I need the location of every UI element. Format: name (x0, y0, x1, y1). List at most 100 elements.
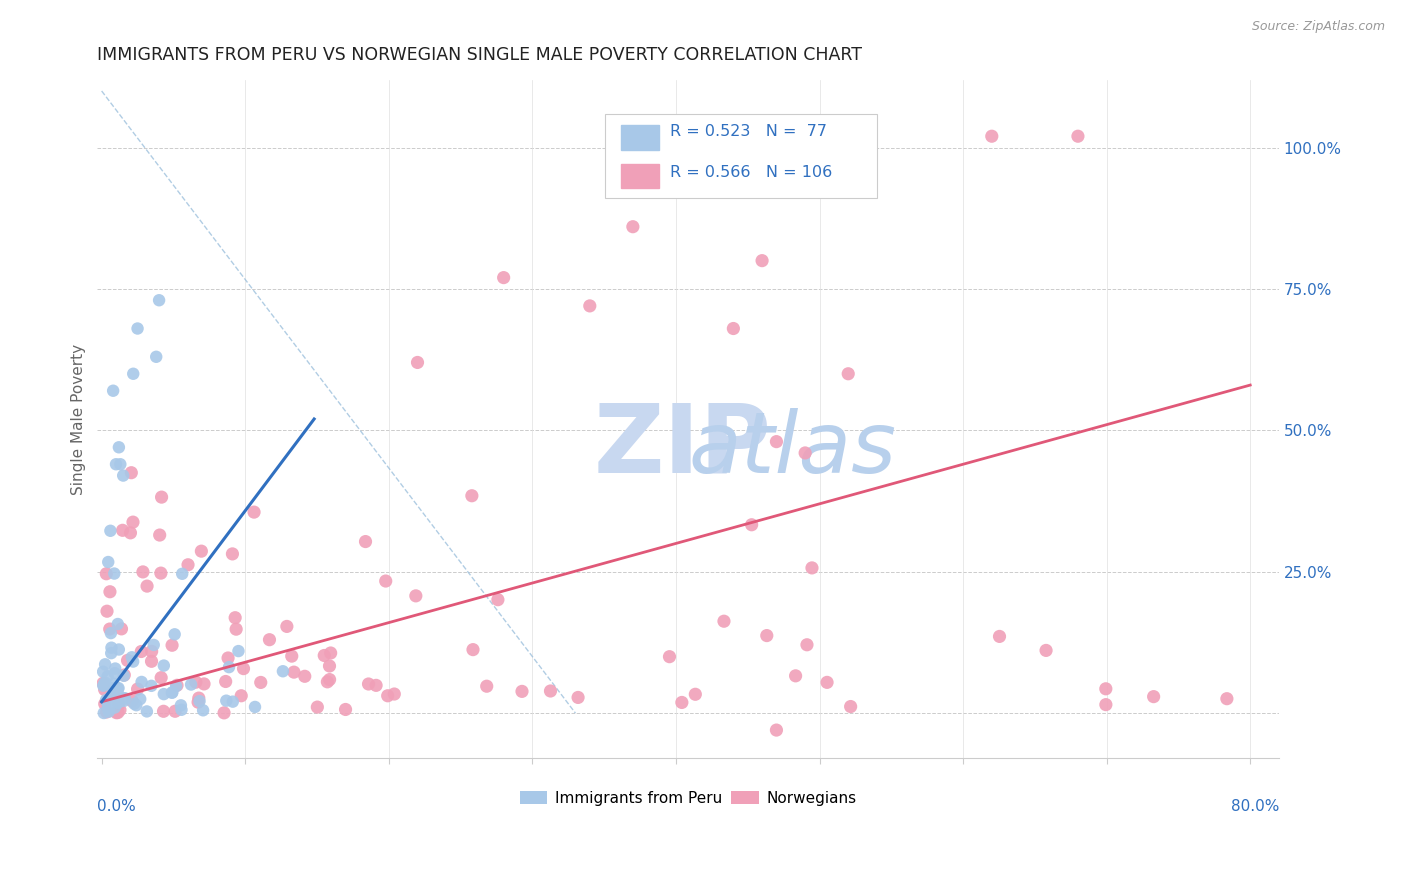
Point (318, 659, 340, 673)
Text: atlas: atlas (688, 408, 896, 491)
Point (125, 698, 148, 713)
Point (152, 687, 174, 701)
Point (221, 547, 243, 561)
Point (104, 666, 127, 681)
Point (152, 704, 174, 718)
Bar (621, 125, 658, 150)
Point (132, 565, 155, 579)
Point (243, 505, 266, 519)
Point (108, 703, 131, 717)
Point (723, 321, 745, 335)
Point (357, 677, 380, 691)
Point (96, 694, 118, 708)
Point (96, 604, 118, 618)
Point (149, 528, 172, 542)
Text: 80.0%: 80.0% (1230, 799, 1279, 814)
Point (98, 691, 121, 706)
Text: R = 0.566   N = 106: R = 0.566 N = 106 (671, 165, 832, 179)
Point (364, 678, 387, 692)
Point (170, 698, 193, 713)
Point (217, 651, 239, 665)
Point (377, 689, 399, 703)
Point (105, 705, 128, 719)
Text: ZIP: ZIP (593, 400, 772, 492)
Point (110, 457, 132, 471)
Point (225, 622, 247, 636)
Point (172, 566, 194, 581)
Point (785, 669, 807, 683)
Point (105, 457, 128, 471)
Point (97, 555, 120, 569)
Point (249, 675, 271, 690)
Point (93, 697, 115, 711)
Legend: Immigrants from Peru, Norwegians: Immigrants from Peru, Norwegians (513, 784, 863, 812)
Point (271, 665, 294, 679)
Point (658, 649, 681, 664)
Point (121, 694, 143, 708)
Point (112, 468, 135, 483)
Point (100, 640, 122, 655)
Point (124, 697, 146, 711)
Point (294, 669, 316, 683)
Point (120, 525, 142, 540)
Point (228, 644, 250, 658)
Point (741, 517, 763, 532)
Point (108, 440, 131, 454)
Point (103, 677, 125, 691)
Point (374, 574, 396, 588)
Point (231, 689, 253, 703)
Point (492, 270, 515, 285)
Point (166, 678, 188, 692)
Point (567, 690, 589, 705)
Point (1094, 681, 1116, 696)
Point (1143, 690, 1166, 704)
Point (100, 690, 122, 704)
Point (222, 695, 245, 709)
Bar (621, 164, 658, 188)
FancyBboxPatch shape (606, 113, 877, 198)
Point (215, 694, 238, 708)
Point (214, 674, 236, 689)
Point (796, 638, 818, 652)
Point (127, 321, 149, 335)
Point (150, 490, 173, 504)
Point (91, 676, 114, 690)
Point (540, 684, 562, 698)
Point (141, 654, 163, 668)
Point (120, 466, 142, 480)
Point (112, 691, 135, 706)
Point (243, 700, 266, 714)
Point (232, 662, 254, 676)
Point (1216, 691, 1239, 706)
Point (187, 695, 209, 709)
Point (98, 701, 121, 715)
Point (101, 681, 124, 696)
Point (107, 681, 129, 696)
Point (1035, 643, 1057, 657)
Point (142, 638, 165, 652)
Point (97, 699, 120, 714)
Point (486, 592, 509, 607)
Point (184, 675, 207, 690)
Point (96, 705, 118, 719)
Point (98, 622, 121, 636)
Point (103, 566, 125, 581)
Point (191, 703, 214, 717)
Point (815, 675, 838, 690)
Point (96, 566, 118, 581)
Point (180, 677, 202, 691)
Point (91, 665, 114, 679)
Point (148, 293, 170, 308)
Point (112, 694, 135, 708)
Point (111, 524, 134, 538)
Point (122, 655, 145, 669)
Text: 0.0%: 0.0% (97, 799, 136, 814)
Point (103, 693, 125, 707)
Point (91, 679, 114, 693)
Point (177, 558, 200, 572)
Point (107, 681, 129, 695)
Point (751, 253, 773, 268)
Point (224, 610, 246, 624)
Point (114, 691, 136, 706)
Point (93, 678, 115, 692)
